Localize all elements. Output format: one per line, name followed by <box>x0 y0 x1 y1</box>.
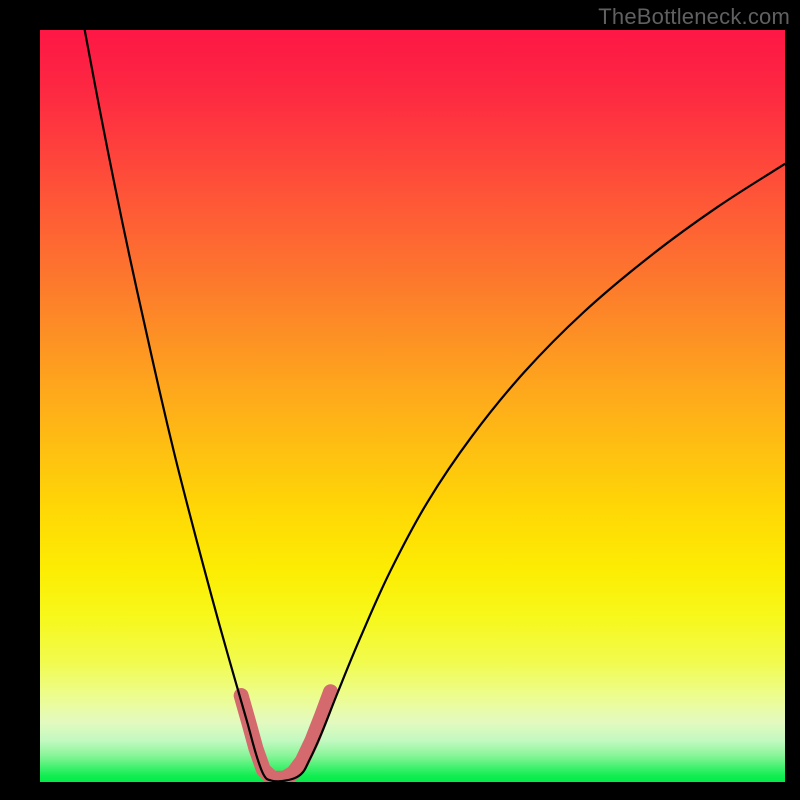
bottleneck-chart <box>40 30 785 782</box>
gradient-background <box>40 30 785 782</box>
watermark-label: TheBottleneck.com <box>598 4 790 30</box>
chart-svg <box>40 30 785 782</box>
